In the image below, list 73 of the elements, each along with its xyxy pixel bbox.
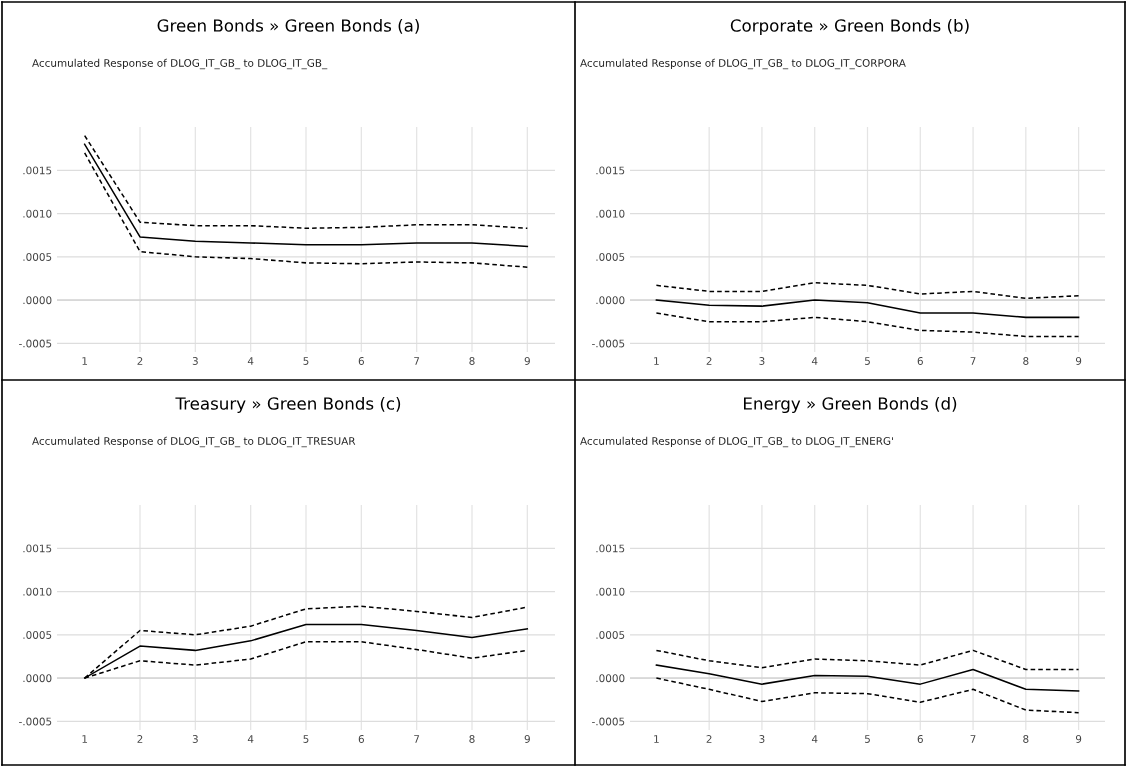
- x-tick-label: 9: [524, 735, 530, 743]
- y-tick-label: .0005: [596, 631, 625, 639]
- line-series: [83, 152, 529, 268]
- x-tick-label: 4: [247, 735, 254, 743]
- y-tick-label: .0015: [23, 166, 52, 175]
- line-series: [655, 664, 1080, 692]
- x-tick-label: 2: [706, 735, 712, 743]
- y-tick-label: -.0005: [592, 717, 625, 726]
- line-series: [655, 312, 1080, 338]
- x-tick-label: 7: [414, 357, 420, 365]
- chart-subtitle: Accumulated Response of DLOG_IT_GB_ to DLOG_IT_GB_: [32, 58, 328, 70]
- x-tick-label: 3: [759, 735, 765, 743]
- chart-title: Energy » Green Bonds (d): [744, 396, 957, 414]
- y-tick-label: .0000: [596, 674, 625, 683]
- x-tick-label: 4: [811, 357, 818, 365]
- x-tick-label: 4: [247, 357, 254, 365]
- y-tick-label: .0015: [596, 166, 625, 175]
- chart-title: Corporate » Green Bonds (b): [730, 18, 969, 36]
- x-tick-label: 1: [654, 735, 659, 743]
- line-series: [83, 143, 529, 248]
- x-tick-label: 6: [358, 357, 364, 365]
- line-series: [655, 649, 1080, 671]
- y-tick-label: .0015: [596, 544, 625, 553]
- y-tick-label: .0000: [596, 296, 625, 305]
- x-tick-label: 3: [192, 735, 198, 743]
- y-tick-label: .0000: [23, 296, 52, 305]
- y-tick-label: -.0005: [19, 717, 52, 726]
- y-tick-label: .0015: [23, 544, 52, 553]
- x-tick-label: 5: [864, 357, 870, 365]
- x-tick-label: 6: [917, 357, 923, 365]
- chart-title: Treasury » Green Bonds (c): [175, 396, 401, 414]
- x-tick-label: 7: [970, 357, 976, 365]
- x-tick-label: 7: [970, 735, 976, 743]
- line-series: [83, 134, 529, 230]
- chart-title: Green Bonds » Green Bonds (a): [157, 18, 419, 34]
- x-tick-label: 8: [1023, 357, 1029, 365]
- y-tick-label: .0010: [23, 209, 52, 218]
- x-tick-label: 9: [1075, 357, 1082, 365]
- x-tick-label: 4: [811, 735, 818, 743]
- x-tick-label: 9: [524, 357, 530, 365]
- x-tick-label: 7: [414, 735, 420, 743]
- x-tick-label: 3: [759, 357, 765, 365]
- x-tick-label: 2: [137, 357, 143, 365]
- x-tick-label: 9: [1075, 735, 1082, 743]
- y-tick-label: .0005: [596, 253, 625, 261]
- x-tick-label: 6: [358, 735, 364, 743]
- x-tick-label: 8: [1023, 735, 1029, 743]
- line-series: [655, 677, 1080, 714]
- x-tick-label: 5: [864, 735, 870, 743]
- x-tick-label: 8: [469, 735, 475, 743]
- chart-subtitle: Accumulated Response of DLOG_IT_GB_ to DLOG_IT_ENERG': [580, 436, 893, 448]
- x-tick-label: 8: [469, 357, 475, 365]
- y-tick-label: .0010: [23, 587, 52, 596]
- y-tick-label: .0005: [23, 253, 52, 261]
- y-tick-label: .0010: [596, 587, 625, 596]
- x-tick-label: 5: [303, 357, 309, 365]
- line-series: [655, 299, 1080, 319]
- chart-subtitle: Accumulated Response of DLOG_IT_GB_ to DLOG_IT_CORPORA: [580, 58, 906, 70]
- x-tick-label: 1: [654, 357, 659, 365]
- x-tick-label: 1: [82, 735, 88, 743]
- x-tick-label: 3: [192, 357, 198, 365]
- x-tick-label: 1: [82, 357, 88, 365]
- y-tick-label: -.0005: [592, 339, 625, 348]
- y-tick-label: .0005: [23, 631, 52, 639]
- y-tick-label: .0010: [596, 209, 625, 218]
- x-tick-label: 5: [303, 735, 309, 743]
- y-tick-label: -.0005: [19, 339, 52, 348]
- x-tick-label: 6: [917, 735, 923, 743]
- x-tick-label: 2: [706, 357, 712, 365]
- x-tick-label: 2: [137, 735, 143, 743]
- y-tick-label: .0000: [23, 674, 52, 683]
- line-series: [655, 282, 1080, 300]
- chart-subtitle: Accumulated Response of DLOG_IT_GB_ to DLOG_IT_TRESUAR: [32, 436, 356, 448]
